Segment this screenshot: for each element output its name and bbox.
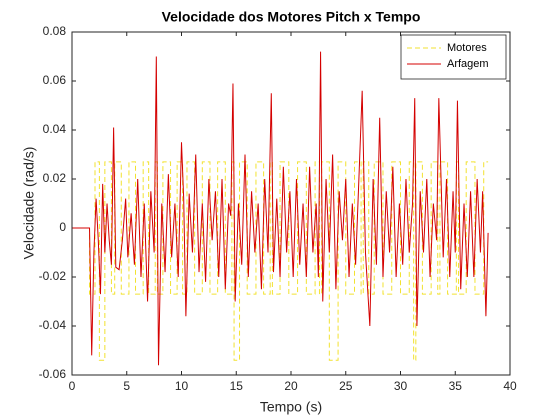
legend-label: Arfagem xyxy=(447,58,489,70)
x-tick-label: 30 xyxy=(394,379,408,393)
x-axis-label: Tempo (s) xyxy=(260,399,322,415)
plot-frame xyxy=(71,31,511,376)
x-tick-label: 15 xyxy=(230,379,244,393)
y-tick-label: 0.04 xyxy=(43,122,67,136)
legend: Motores Arfagem xyxy=(400,34,507,80)
series-line xyxy=(72,51,489,366)
x-tick-label: 5 xyxy=(123,379,130,393)
y-axis-label: Velocidade (rad/s) xyxy=(21,147,37,260)
y-tick-label: -0.04 xyxy=(39,318,67,332)
y-tick-label: -0.02 xyxy=(39,269,67,283)
series-line xyxy=(72,161,489,361)
x-tick-label: 25 xyxy=(339,379,353,393)
y-tick-label: 0 xyxy=(59,220,66,234)
chart-title: Velocidade dos Motores Pitch x Tempo xyxy=(162,9,421,25)
x-tick-label: 20 xyxy=(284,379,298,393)
y-tick-label: 0.06 xyxy=(43,73,67,87)
y-tick-label: 0.08 xyxy=(43,24,67,38)
x-tick-label: 40 xyxy=(503,379,517,393)
legend-label: Motores xyxy=(447,42,487,54)
y-tick-label: 0.02 xyxy=(43,171,67,185)
x-tick-label: 35 xyxy=(449,379,463,393)
y-tick-label: -0.06 xyxy=(39,367,67,381)
x-tick-label: 10 xyxy=(175,379,189,393)
x-tick-label: 0 xyxy=(69,379,76,393)
legend-box xyxy=(400,34,507,80)
